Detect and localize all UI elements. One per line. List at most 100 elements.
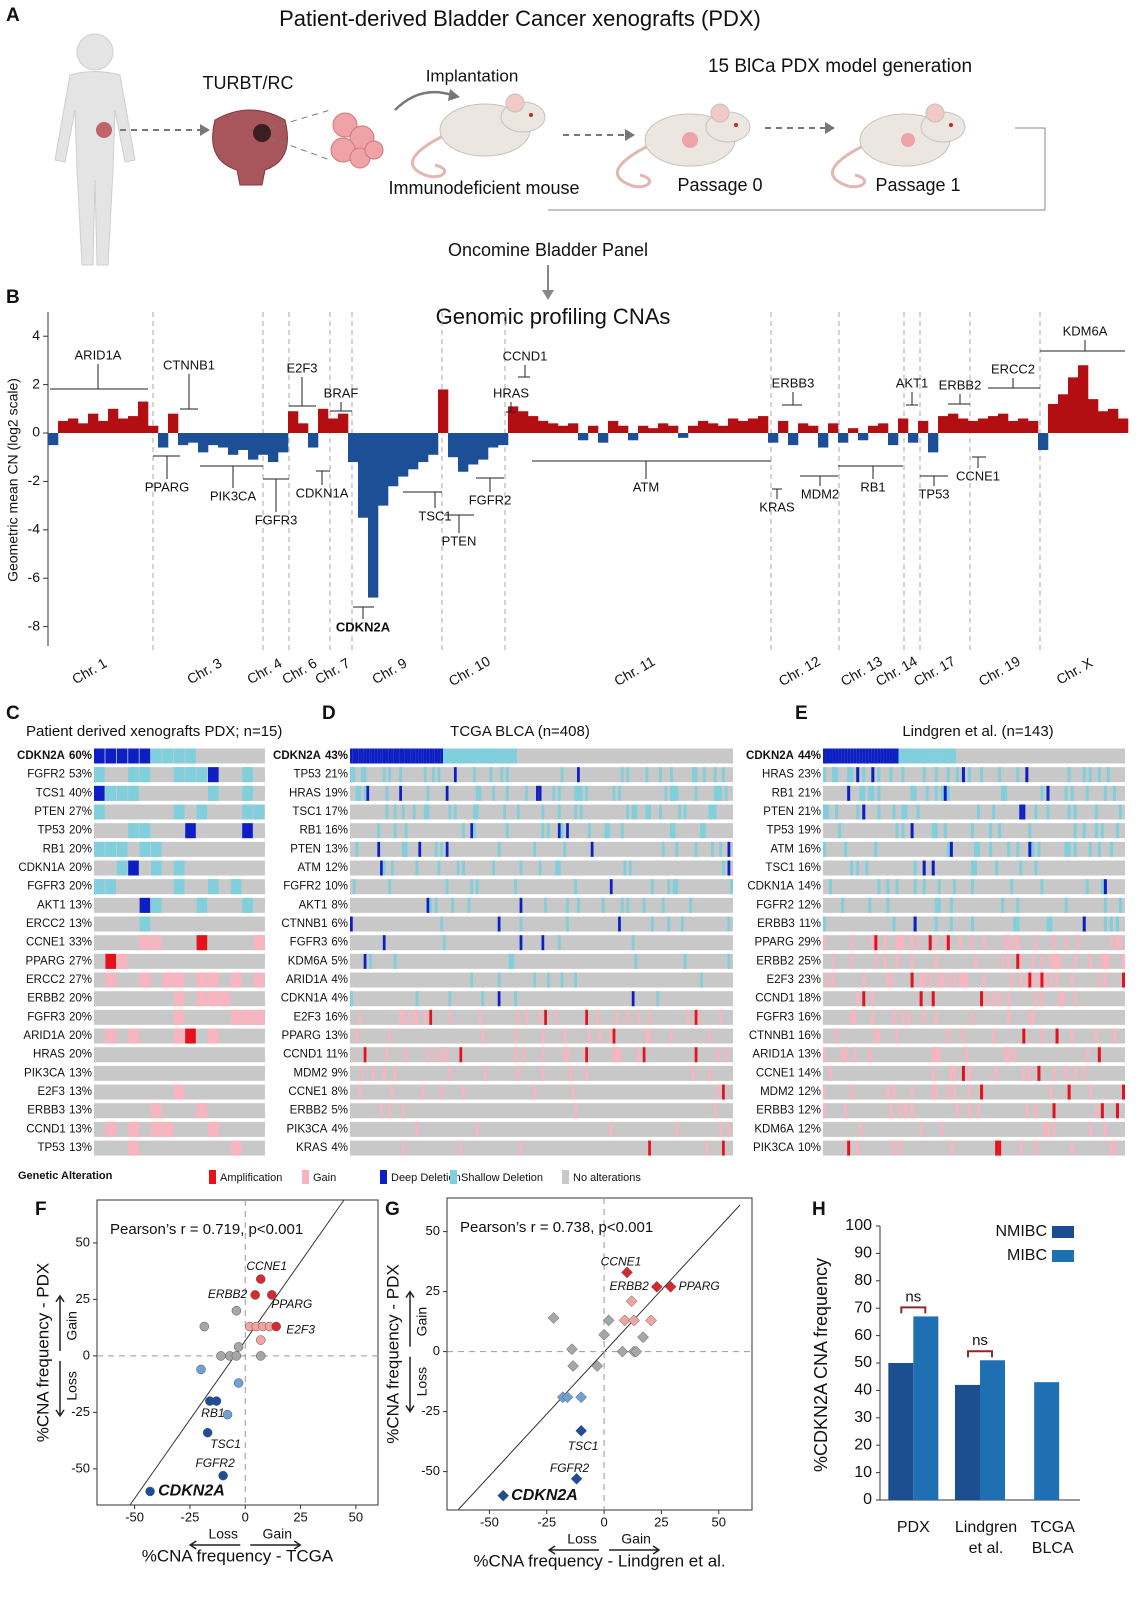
alteration-cell [421, 749, 424, 764]
row-frequency: 19% [798, 825, 821, 837]
alteration-cell [386, 786, 389, 801]
y-axis-label: %CNA frequency - PDX [383, 1264, 402, 1444]
alteration-cell [914, 917, 917, 932]
row-frequency: 13% [325, 1030, 348, 1042]
gene-label: FGFR2 [469, 492, 512, 507]
gene-name: ERCC2 [26, 974, 65, 986]
alteration-cell [656, 991, 659, 1006]
alteration-cell [974, 954, 977, 969]
alteration-cell [416, 991, 419, 1006]
row-background [350, 1085, 733, 1100]
alteration-cell [427, 786, 430, 801]
connector [548, 128, 1045, 210]
cn-bar [748, 418, 758, 433]
x-tick-label: -25 [181, 1509, 200, 1524]
gene-name: CCND1 [283, 1049, 322, 1061]
alteration-cell [835, 767, 838, 782]
alteration-cell [895, 935, 898, 950]
alteration-cell [128, 1122, 139, 1137]
alteration-cell [1101, 823, 1104, 838]
alteration-cell [892, 749, 895, 764]
row-label: FGFR212% [756, 899, 821, 911]
gene-name: TP53 [37, 825, 65, 837]
alteration-cell [1122, 954, 1125, 969]
alteration-cell [956, 767, 959, 782]
alteration-cell [1098, 1047, 1101, 1062]
alteration-cell [242, 1010, 253, 1025]
row-frequency: 21% [798, 806, 821, 818]
alteration-cell [877, 749, 880, 764]
row-background [823, 1103, 1125, 1118]
alteration-cell [388, 1103, 391, 1118]
alteration-cell [413, 749, 416, 764]
alteration-cell [369, 954, 372, 969]
x-tick-label: 0 [600, 1514, 607, 1529]
gene-name: ATM [298, 862, 321, 874]
alteration-cell [719, 1122, 722, 1137]
row-label: PTEN13% [290, 843, 348, 855]
alteration-cell [355, 786, 358, 801]
alteration-cell [517, 1010, 520, 1025]
row-background [94, 1103, 265, 1118]
cn-bar [638, 426, 648, 433]
alteration-cell [242, 898, 253, 913]
alteration-cell [476, 1122, 479, 1137]
alteration-cell [465, 749, 468, 764]
alteration-cell [883, 749, 886, 764]
mouse [412, 94, 545, 177]
alteration-cell [1119, 898, 1122, 913]
gene-name: TSC1 [765, 862, 794, 874]
alteration-cell [140, 917, 151, 932]
gene-name: CDKN2A [17, 750, 65, 762]
alteration-cell [1007, 954, 1010, 969]
alteration-cell [438, 861, 441, 876]
gene-name: PPARG [755, 937, 794, 949]
alteration-cell [448, 1010, 451, 1025]
row-frequency: 14% [798, 1067, 821, 1079]
gene-name: FGFR2 [27, 769, 65, 781]
alteration-cell [905, 749, 908, 764]
cn-bar [208, 433, 218, 445]
alteration-cell [481, 749, 484, 764]
row-background [823, 1066, 1125, 1081]
alteration-cell [208, 786, 219, 801]
alteration-cell [383, 749, 386, 764]
alteration-cell [667, 917, 670, 932]
alteration-cell [695, 1047, 698, 1062]
alteration-cell [429, 749, 432, 764]
row-frequency: 27% [69, 955, 92, 967]
alteration-cell [667, 879, 670, 894]
cn-bar [498, 433, 508, 445]
row-frequency: 13% [798, 1049, 821, 1061]
alteration-cell [844, 1103, 847, 1118]
alteration-cell [886, 898, 889, 913]
alteration-cell [841, 749, 844, 764]
cn-bar [238, 433, 248, 450]
alteration-cell [980, 767, 983, 782]
gene-label: ARID1A [75, 347, 122, 362]
point [216, 1351, 225, 1360]
chromosome-label: Chr. 11 [611, 653, 657, 689]
alteration-cell [859, 749, 862, 764]
alteration-cell [566, 898, 569, 913]
cn-bar [788, 433, 798, 445]
row-background [823, 767, 1125, 782]
alteration-cell [728, 917, 731, 932]
alteration-cell [572, 1085, 575, 1100]
gene-label: MDM2 [801, 486, 839, 501]
alteration-cell [703, 767, 706, 782]
alteration-cell [1095, 823, 1098, 838]
alteration-cell [983, 973, 986, 988]
alteration-cell [847, 1141, 850, 1156]
row-label: CCNE133% [26, 937, 92, 949]
row-frequency: 4% [331, 1142, 348, 1154]
alteration-cell [197, 991, 208, 1006]
alteration-cell [706, 1141, 709, 1156]
alteration-cell [826, 973, 829, 988]
row-frequency: 21% [325, 769, 348, 781]
alteration-cell [591, 842, 594, 857]
bar [888, 1363, 913, 1500]
alteration-cell [388, 749, 391, 764]
alteration-cell [197, 935, 208, 950]
alteration-cell [823, 1085, 826, 1100]
